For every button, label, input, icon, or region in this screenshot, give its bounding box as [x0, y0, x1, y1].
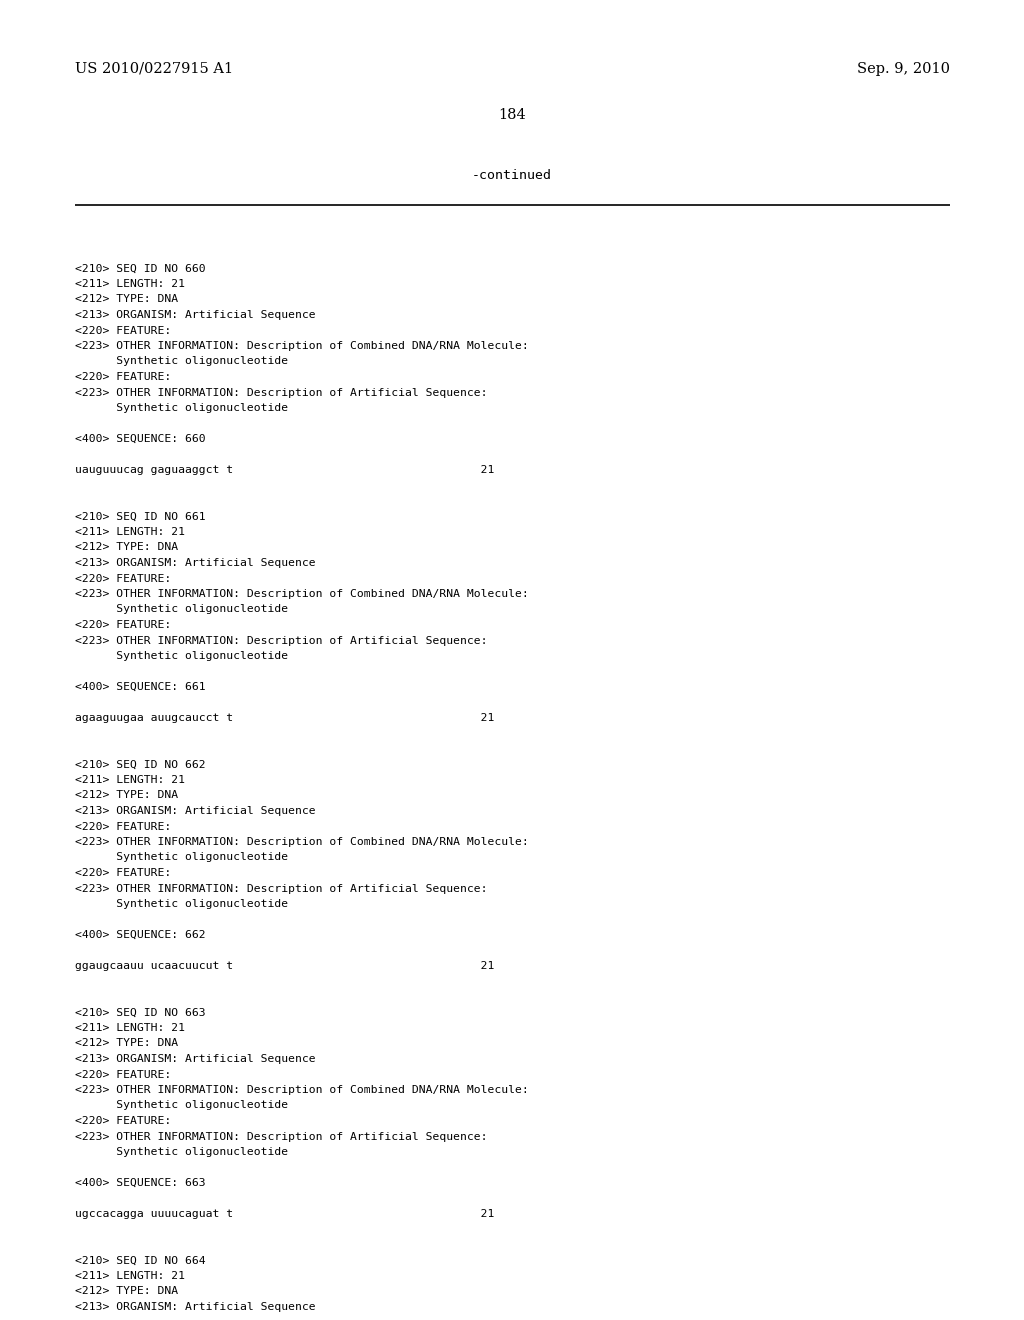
Text: <211> LENGTH: 21: <211> LENGTH: 21	[75, 279, 185, 289]
Text: <210> SEQ ID NO 661: <210> SEQ ID NO 661	[75, 511, 206, 521]
Text: <210> SEQ ID NO 663: <210> SEQ ID NO 663	[75, 1007, 206, 1018]
Text: <211> LENGTH: 21: <211> LENGTH: 21	[75, 775, 185, 785]
Text: <213> ORGANISM: Artificial Sequence: <213> ORGANISM: Artificial Sequence	[75, 1302, 315, 1312]
Text: Synthetic oligonucleotide: Synthetic oligonucleotide	[75, 356, 288, 367]
Text: <213> ORGANISM: Artificial Sequence: <213> ORGANISM: Artificial Sequence	[75, 807, 315, 816]
Text: <212> TYPE: DNA: <212> TYPE: DNA	[75, 543, 178, 553]
Text: Sep. 9, 2010: Sep. 9, 2010	[857, 62, 950, 77]
Text: <212> TYPE: DNA: <212> TYPE: DNA	[75, 294, 178, 305]
Text: 184: 184	[498, 108, 526, 121]
Text: <223> OTHER INFORMATION: Description of Artificial Sequence:: <223> OTHER INFORMATION: Description of …	[75, 883, 487, 894]
Text: <223> OTHER INFORMATION: Description of Artificial Sequence:: <223> OTHER INFORMATION: Description of …	[75, 635, 487, 645]
Text: <400> SEQUENCE: 663: <400> SEQUENCE: 663	[75, 1177, 206, 1188]
Text: ggaugcaauu ucaacuucut t                                    21: ggaugcaauu ucaacuucut t 21	[75, 961, 495, 972]
Text: Synthetic oligonucleotide: Synthetic oligonucleotide	[75, 403, 288, 413]
Text: <223> OTHER INFORMATION: Description of Artificial Sequence:: <223> OTHER INFORMATION: Description of …	[75, 1131, 487, 1142]
Text: Synthetic oligonucleotide: Synthetic oligonucleotide	[75, 605, 288, 615]
Text: <223> OTHER INFORMATION: Description of Combined DNA/RNA Molecule:: <223> OTHER INFORMATION: Description of …	[75, 589, 528, 599]
Text: <212> TYPE: DNA: <212> TYPE: DNA	[75, 1287, 178, 1296]
Text: <211> LENGTH: 21: <211> LENGTH: 21	[75, 1271, 185, 1280]
Text: <223> OTHER INFORMATION: Description of Combined DNA/RNA Molecule:: <223> OTHER INFORMATION: Description of …	[75, 837, 528, 847]
Text: <210> SEQ ID NO 662: <210> SEQ ID NO 662	[75, 759, 206, 770]
Text: <220> FEATURE:: <220> FEATURE:	[75, 821, 171, 832]
Text: <210> SEQ ID NO 664: <210> SEQ ID NO 664	[75, 1255, 206, 1266]
Text: <223> OTHER INFORMATION: Description of Combined DNA/RNA Molecule:: <223> OTHER INFORMATION: Description of …	[75, 1085, 528, 1096]
Text: US 2010/0227915 A1: US 2010/0227915 A1	[75, 62, 233, 77]
Text: <220> FEATURE:: <220> FEATURE:	[75, 869, 171, 878]
Text: Synthetic oligonucleotide: Synthetic oligonucleotide	[75, 899, 288, 909]
Text: uauguuucag gaguaaggct t                                    21: uauguuucag gaguaaggct t 21	[75, 465, 495, 475]
Text: <220> FEATURE:: <220> FEATURE:	[75, 326, 171, 335]
Text: <213> ORGANISM: Artificial Sequence: <213> ORGANISM: Artificial Sequence	[75, 558, 315, 568]
Text: ugccacagga uuuucaguat t                                    21: ugccacagga uuuucaguat t 21	[75, 1209, 495, 1218]
Text: <400> SEQUENCE: 660: <400> SEQUENCE: 660	[75, 434, 206, 444]
Text: Synthetic oligonucleotide: Synthetic oligonucleotide	[75, 853, 288, 862]
Text: <223> OTHER INFORMATION: Description of Artificial Sequence:: <223> OTHER INFORMATION: Description of …	[75, 388, 487, 397]
Text: Synthetic oligonucleotide: Synthetic oligonucleotide	[75, 1147, 288, 1158]
Text: <400> SEQUENCE: 661: <400> SEQUENCE: 661	[75, 682, 206, 692]
Text: <400> SEQUENCE: 662: <400> SEQUENCE: 662	[75, 931, 206, 940]
Text: <211> LENGTH: 21: <211> LENGTH: 21	[75, 1023, 185, 1034]
Text: <212> TYPE: DNA: <212> TYPE: DNA	[75, 791, 178, 800]
Text: <212> TYPE: DNA: <212> TYPE: DNA	[75, 1039, 178, 1048]
Text: <210> SEQ ID NO 660: <210> SEQ ID NO 660	[75, 264, 206, 273]
Text: <220> FEATURE:: <220> FEATURE:	[75, 1115, 171, 1126]
Text: agaaguugaa auugcaucct t                                    21: agaaguugaa auugcaucct t 21	[75, 713, 495, 723]
Text: -continued: -continued	[472, 169, 552, 182]
Text: <220> FEATURE:: <220> FEATURE:	[75, 620, 171, 630]
Text: <213> ORGANISM: Artificial Sequence: <213> ORGANISM: Artificial Sequence	[75, 310, 315, 319]
Text: <213> ORGANISM: Artificial Sequence: <213> ORGANISM: Artificial Sequence	[75, 1053, 315, 1064]
Text: <220> FEATURE:: <220> FEATURE:	[75, 372, 171, 381]
Text: <220> FEATURE:: <220> FEATURE:	[75, 1069, 171, 1080]
Text: <223> OTHER INFORMATION: Description of Combined DNA/RNA Molecule:: <223> OTHER INFORMATION: Description of …	[75, 341, 528, 351]
Text: <211> LENGTH: 21: <211> LENGTH: 21	[75, 527, 185, 537]
Text: <220> FEATURE:: <220> FEATURE:	[75, 573, 171, 583]
Text: Synthetic oligonucleotide: Synthetic oligonucleotide	[75, 651, 288, 661]
Text: Synthetic oligonucleotide: Synthetic oligonucleotide	[75, 1101, 288, 1110]
